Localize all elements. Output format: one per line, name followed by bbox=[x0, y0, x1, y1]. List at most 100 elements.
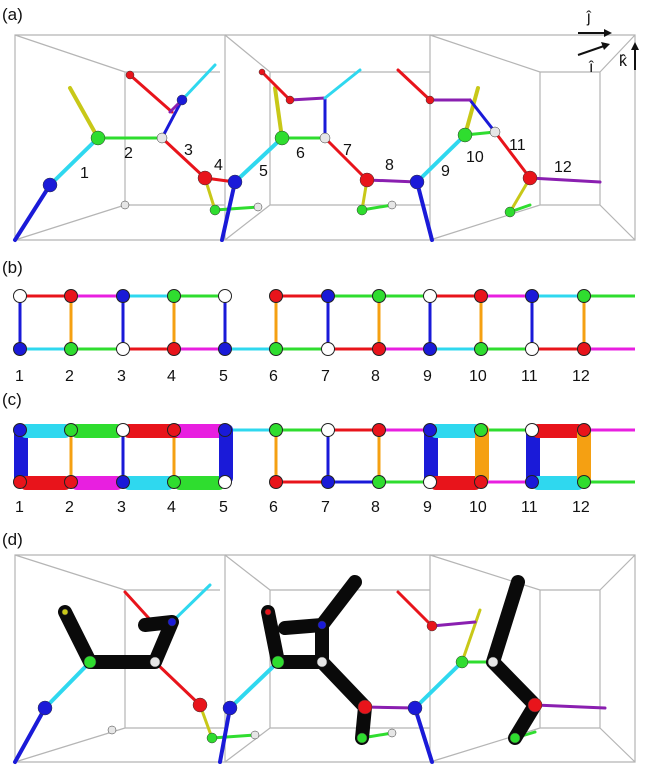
dimer-bar bbox=[123, 476, 174, 490]
dimer-bar bbox=[424, 424, 438, 484]
c-site-label-9: 9 bbox=[423, 499, 432, 516]
dimer-bar bbox=[71, 424, 123, 438]
site-label-4: 4 bbox=[214, 157, 223, 174]
site-node bbox=[269, 289, 283, 303]
site-node bbox=[167, 289, 181, 303]
dimer-bar bbox=[577, 424, 591, 484]
panel-c-site-labels: 1 2 3 4 5 6 7 8 9 10 11 12 bbox=[15, 499, 590, 516]
b-site-label-5: 5 bbox=[219, 368, 228, 385]
site-node bbox=[372, 342, 386, 356]
panel-b-site-labels: 1 2 3 4 5 6 7 8 9 10 11 12 bbox=[15, 368, 590, 385]
site-node bbox=[372, 289, 386, 303]
site-node bbox=[13, 423, 27, 437]
i-arrow-icon bbox=[577, 45, 605, 56]
site-label-9: 9 bbox=[441, 163, 450, 180]
panel-d-atoms bbox=[37, 608, 543, 744]
site-label-2: 2 bbox=[124, 145, 133, 162]
b-site-label-9: 9 bbox=[423, 368, 432, 385]
dimer-bar bbox=[430, 476, 481, 490]
site-node bbox=[64, 342, 78, 356]
dimer-bar bbox=[174, 424, 225, 438]
c-site-label-10: 10 bbox=[469, 499, 487, 516]
panel-b-ladder bbox=[13, 289, 635, 356]
site-node bbox=[167, 342, 181, 356]
dimer-bar bbox=[219, 424, 233, 484]
dimer-bar bbox=[71, 476, 123, 490]
c-site-label-11: 11 bbox=[521, 499, 538, 516]
panel-b-label: (b) bbox=[2, 258, 23, 277]
site-node bbox=[269, 342, 283, 356]
panel-d-label: (d) bbox=[2, 530, 23, 549]
site-node bbox=[577, 342, 591, 356]
site-node bbox=[13, 342, 27, 356]
site-node bbox=[218, 475, 232, 489]
dimer-bar bbox=[526, 424, 540, 484]
site-node bbox=[525, 475, 539, 489]
b-site-label-4: 4 bbox=[167, 368, 176, 385]
b-site-label-6: 6 bbox=[269, 368, 278, 385]
axis-indicators: ĵ î k̂ bbox=[577, 9, 639, 76]
k-axis-label: k̂ bbox=[619, 53, 628, 70]
panel-d: (d) bbox=[2, 530, 636, 764]
dimer-bar bbox=[20, 424, 71, 438]
site-node bbox=[116, 289, 130, 303]
site-node bbox=[167, 423, 181, 437]
site-node bbox=[474, 475, 488, 489]
i-axis-label: î bbox=[588, 59, 594, 76]
dimer-bar bbox=[20, 476, 71, 490]
site-label-8: 8 bbox=[385, 157, 394, 174]
b-site-label-8: 8 bbox=[371, 368, 380, 385]
site-node bbox=[269, 475, 283, 489]
site-node bbox=[474, 423, 488, 437]
site-node bbox=[321, 342, 335, 356]
site-node bbox=[423, 289, 437, 303]
c-site-label-7: 7 bbox=[321, 499, 330, 516]
site-node bbox=[525, 342, 539, 356]
j-axis-label: ĵ bbox=[586, 9, 592, 26]
site-node bbox=[423, 342, 437, 356]
b-site-label-12: 12 bbox=[572, 368, 590, 385]
panel-a-label: (a) bbox=[2, 5, 23, 24]
dimer-bar bbox=[532, 424, 584, 438]
dimer-bar bbox=[430, 424, 481, 438]
c-site-label-5: 5 bbox=[219, 499, 228, 516]
panel-b: (b) 1 2 3 4 5 6 7 8 9 10 11 12 bbox=[2, 258, 635, 385]
site-node bbox=[218, 342, 232, 356]
c-site-label-2: 2 bbox=[65, 499, 74, 516]
site-node bbox=[423, 475, 437, 489]
site-node bbox=[116, 423, 130, 437]
b-site-label-3: 3 bbox=[117, 368, 126, 385]
site-node bbox=[525, 289, 539, 303]
site-node bbox=[321, 475, 335, 489]
c-site-label-3: 3 bbox=[117, 499, 126, 516]
site-label-7: 7 bbox=[343, 142, 352, 159]
dimer-bar bbox=[174, 476, 225, 490]
b-site-label-10: 10 bbox=[469, 368, 487, 385]
site-node bbox=[218, 289, 232, 303]
site-node bbox=[321, 423, 335, 437]
site-node bbox=[577, 423, 591, 437]
site-node bbox=[167, 475, 181, 489]
site-node bbox=[116, 342, 130, 356]
site-node bbox=[64, 289, 78, 303]
site-node bbox=[218, 423, 232, 437]
site-label-12: 12 bbox=[554, 159, 572, 176]
dimer-bar bbox=[475, 424, 489, 484]
site-node bbox=[13, 289, 27, 303]
c-site-label-4: 4 bbox=[167, 499, 176, 516]
site-node bbox=[577, 475, 591, 489]
site-label-5: 5 bbox=[259, 163, 268, 180]
dimer-bar bbox=[14, 424, 28, 484]
b-site-label-7: 7 bbox=[321, 368, 330, 385]
site-label-6: 6 bbox=[296, 145, 305, 162]
panel-a-atoms bbox=[42, 68, 538, 218]
dimer-bar bbox=[532, 476, 584, 490]
c-site-label-6: 6 bbox=[269, 499, 278, 516]
c-site-label-1: 1 bbox=[15, 499, 24, 516]
c-site-label-12: 12 bbox=[572, 499, 590, 516]
site-label-3: 3 bbox=[184, 142, 193, 159]
site-label-11: 11 bbox=[509, 137, 526, 154]
site-label-1: 1 bbox=[80, 165, 89, 182]
panel-c: (c) 1 2 3 4 5 6 7 8 9 10 11 12 bbox=[2, 390, 635, 516]
site-node bbox=[372, 475, 386, 489]
